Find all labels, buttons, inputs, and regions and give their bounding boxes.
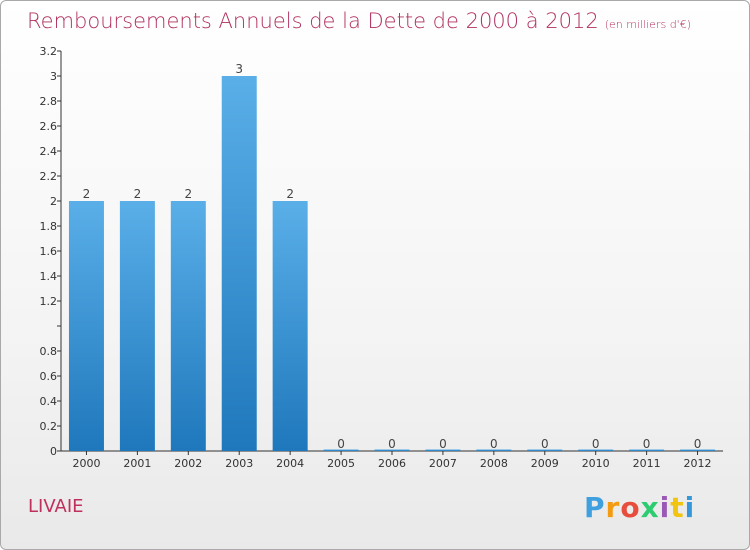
data-label: 0 xyxy=(337,437,345,451)
bar xyxy=(323,449,359,451)
data-label: 2 xyxy=(134,187,142,201)
y-tick-label: 2.4 xyxy=(40,145,58,158)
logo-letter: t xyxy=(670,491,685,524)
y-tick-label: 0.6 xyxy=(40,370,58,383)
chart-title: Remboursements Annuels de la Dette de 20… xyxy=(27,9,691,33)
data-label: 0 xyxy=(541,437,549,451)
bar xyxy=(68,201,104,451)
bar xyxy=(527,449,563,451)
bar xyxy=(221,76,257,451)
y-tick-label: 2.2 xyxy=(40,170,58,183)
y-tick-label: 0 xyxy=(50,445,57,458)
x-tick-label: 2009 xyxy=(531,457,559,470)
logo-letter: i xyxy=(659,491,671,524)
y-tick-label: 3.2 xyxy=(40,45,58,58)
y-tick-label: 1.8 xyxy=(40,220,58,233)
data-label: 0 xyxy=(388,437,396,451)
y-tick-label: 2.6 xyxy=(40,120,58,133)
title-unit: (en milliers d'€) xyxy=(604,18,691,31)
bar xyxy=(476,449,512,451)
x-tick-label: 2012 xyxy=(684,457,712,470)
y-tick-label: 3 xyxy=(50,70,57,83)
bar xyxy=(170,201,206,451)
bar xyxy=(272,201,308,451)
logo-letter: r xyxy=(605,491,621,524)
x-tick-label: 2007 xyxy=(429,457,457,470)
data-label: 0 xyxy=(490,437,498,451)
data-label: 2 xyxy=(83,187,91,201)
data-label: 0 xyxy=(439,437,447,451)
y-tick-label: 1.2 xyxy=(40,295,58,308)
bar xyxy=(680,449,716,451)
x-tick-label: 2008 xyxy=(480,457,508,470)
y-tick-label: 1.4 xyxy=(40,270,58,283)
logo-letter: i xyxy=(684,491,696,524)
data-label: 2 xyxy=(286,187,294,201)
data-label: 0 xyxy=(592,437,600,451)
data-label: 0 xyxy=(694,437,702,451)
x-tick-label: 2003 xyxy=(225,457,253,470)
x-tick-label: 2001 xyxy=(123,457,151,470)
bar xyxy=(629,449,665,451)
data-label: 3 xyxy=(235,62,243,76)
commune-name: LIVAIE xyxy=(28,496,84,517)
y-tick-label: 2 xyxy=(50,195,57,208)
logo-letter: P xyxy=(584,491,606,524)
proxiti-logo: Proxiti xyxy=(584,491,695,524)
data-label: 0 xyxy=(643,437,651,451)
bar xyxy=(425,449,461,451)
x-tick-label: 2010 xyxy=(582,457,610,470)
y-tick-label: 2.8 xyxy=(40,95,58,108)
y-tick-label: 0.2 xyxy=(40,420,58,433)
bar xyxy=(374,449,410,451)
x-tick-label: 2002 xyxy=(174,457,202,470)
bar xyxy=(578,449,614,451)
logo-letter: x xyxy=(640,491,660,524)
x-tick-label: 2006 xyxy=(378,457,406,470)
bar xyxy=(119,201,155,451)
title-text: Remboursements Annuels de la Dette de 20… xyxy=(27,9,599,33)
x-tick-label: 2005 xyxy=(327,457,355,470)
data-label: 2 xyxy=(184,187,192,201)
y-tick-label: 1.6 xyxy=(40,245,58,258)
y-tick-label: 0.8 xyxy=(40,345,58,358)
x-tick-label: 2004 xyxy=(276,457,304,470)
x-tick-label: 2000 xyxy=(72,457,100,470)
y-tick-label: 0.4 xyxy=(40,395,58,408)
logo-letter: o xyxy=(620,491,641,524)
x-tick-label: 2011 xyxy=(633,457,661,470)
